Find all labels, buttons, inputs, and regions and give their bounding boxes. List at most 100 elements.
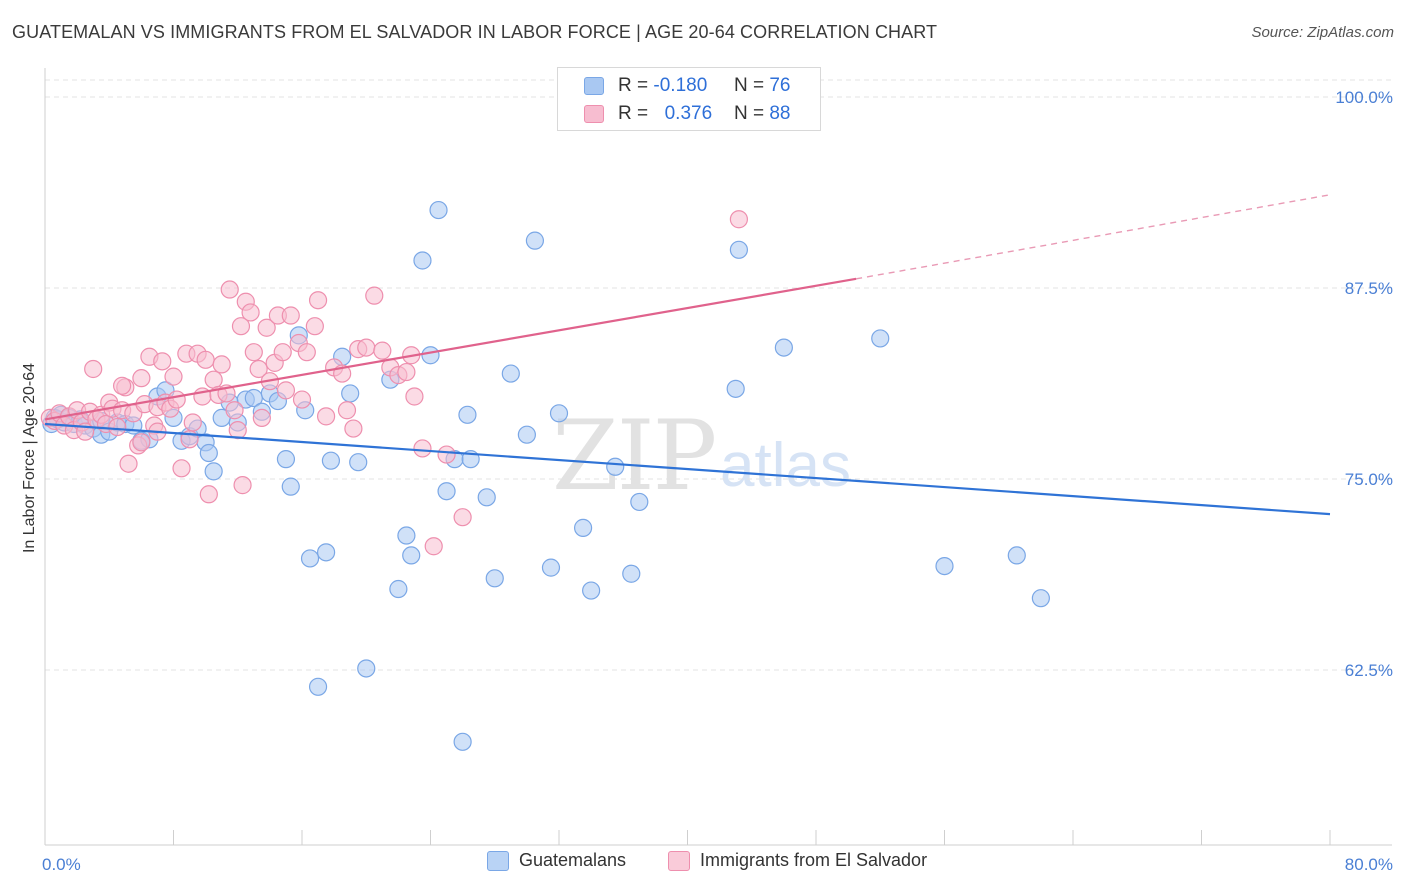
el-salvador-point: [241, 303, 260, 322]
guatemalans-point: [321, 451, 341, 470]
guatemalans-point: [437, 482, 456, 501]
el-salvador-point: [305, 317, 324, 336]
guatemalans-point: [774, 338, 793, 357]
legend-n-value: 76: [769, 75, 791, 96]
el-salvador-point: [212, 355, 231, 374]
correlation-legend: R = -0.180 N = 76 R = 0.376 N = 88: [557, 67, 821, 131]
el-salvador-point: [281, 306, 300, 325]
guatemalans-point: [357, 659, 376, 678]
watermark-atlas: atlas: [720, 431, 851, 500]
legend-row-guatemalans: R = -0.180 N = 76: [584, 74, 790, 98]
el-salvador-point: [437, 445, 456, 464]
guatemalans-point: [871, 329, 890, 348]
source-label: Source: ZipAtlas.com: [1251, 24, 1394, 41]
series-swatch-blue: [487, 850, 509, 871]
el-salvador-point: [365, 286, 384, 305]
guatemalans-point: [517, 425, 536, 444]
axes: [44, 68, 1392, 846]
guatemalans-point: [630, 492, 649, 512]
el-salvador-point: [424, 537, 443, 556]
y-tick-label: 75.0%: [1345, 470, 1393, 489]
el-salvador-point: [108, 417, 127, 437]
el-salvador-point: [453, 508, 472, 527]
guatemalans-point: [199, 443, 218, 463]
guatemalans-point: [501, 364, 520, 383]
el-salvador-point: [276, 381, 296, 400]
guatemalans-point: [429, 200, 448, 220]
el-salvador-point: [119, 454, 138, 473]
data-points: [40, 200, 1050, 751]
el-salvador-point: [337, 401, 357, 420]
el-salvador-point: [196, 350, 215, 369]
el-salvador-point: [308, 291, 328, 310]
el-salvador-point: [225, 401, 244, 420]
el-salvador-point: [244, 343, 263, 362]
legend-r-value: -0.180: [653, 75, 708, 96]
guatemalans-point: [397, 526, 416, 545]
legend-n-value: 88: [769, 103, 791, 124]
legend-n-label: N =: [733, 75, 765, 96]
guatemalans-point: [541, 558, 561, 577]
guatemalans-point: [485, 569, 504, 588]
guatemalans-point: [349, 453, 368, 472]
el-salvador-point: [183, 413, 202, 432]
el-salvador-point: [164, 367, 183, 386]
guatemalans-point: [1031, 589, 1050, 608]
guatemalans-point: [204, 462, 223, 481]
el-salvador-point: [729, 210, 749, 229]
guatemalans-point: [622, 564, 641, 583]
legend-swatch-pink: [584, 105, 604, 123]
legend-n-label: N =: [733, 103, 765, 124]
axis-labels: 62.5% 75.0% 87.5% 100.0% 0.0% 80.0% In Labor F…: [21, 88, 1393, 874]
guatemalans-point: [308, 677, 328, 696]
guatemalans-point: [402, 546, 421, 565]
guatemalans-point: [525, 231, 545, 250]
guatemalans-point: [582, 581, 601, 600]
y-tick-label: 100.0%: [1335, 88, 1393, 107]
legend-r-value: 0.376: [664, 103, 713, 124]
guatemalans-point: [726, 379, 745, 398]
el-salvador-point: [357, 338, 376, 357]
el-salvador-point: [153, 352, 172, 371]
guatemalans-point: [549, 404, 569, 423]
x-tick-label: 80.0%: [1345, 855, 1393, 874]
series-legend: Guatemalans Immigrants from El Salvador: [0, 850, 1406, 878]
el-salvador-point: [220, 280, 239, 299]
grid-lines: [45, 79, 1392, 671]
el-salvador-point: [397, 362, 416, 382]
el-salvador-point: [132, 433, 151, 452]
el-salvador-trend-line: [44, 277, 857, 421]
el-salvador-point: [373, 341, 392, 360]
el-salvador-point: [413, 439, 432, 458]
guatemalans-point: [573, 518, 593, 537]
legend-r-label: R =: [618, 75, 649, 96]
el-salvador-point: [273, 343, 292, 362]
guatemalans-point: [316, 543, 336, 562]
chart-title: GUATEMALAN VS IMMIGRANTS FROM EL SALVADO…: [12, 22, 938, 42]
el-salvador-point: [204, 370, 223, 389]
guatemalans-point: [477, 488, 496, 507]
y-tick-label: 62.5%: [1345, 661, 1393, 680]
el-salvador-point: [316, 407, 336, 426]
legend-r-label: R =: [618, 103, 649, 124]
guatemalans-point: [1007, 546, 1026, 565]
guatemalans-point: [935, 556, 954, 576]
el-salvador-point: [292, 390, 312, 409]
series-label: Immigrants from El Salvador: [700, 850, 928, 870]
el-salvador-trend-extension: [856, 194, 1331, 280]
el-salvador-point: [84, 359, 103, 379]
legend-swatch-blue: [584, 77, 604, 95]
el-salvador-point: [231, 317, 251, 336]
guatemalans-point: [453, 732, 472, 751]
el-salvador-point: [112, 376, 132, 395]
guatemalans-point: [341, 384, 360, 403]
watermark-zip: ZIP: [552, 400, 717, 512]
series-legend-guatemalans: Guatemalans: [487, 850, 626, 871]
el-salvador-point: [344, 419, 363, 438]
guatemalans-point: [413, 251, 432, 270]
guatemalans-point: [281, 477, 300, 496]
el-salvador-point: [249, 359, 268, 379]
guatemalans-point: [606, 457, 625, 476]
el-salvador-point: [167, 390, 186, 409]
